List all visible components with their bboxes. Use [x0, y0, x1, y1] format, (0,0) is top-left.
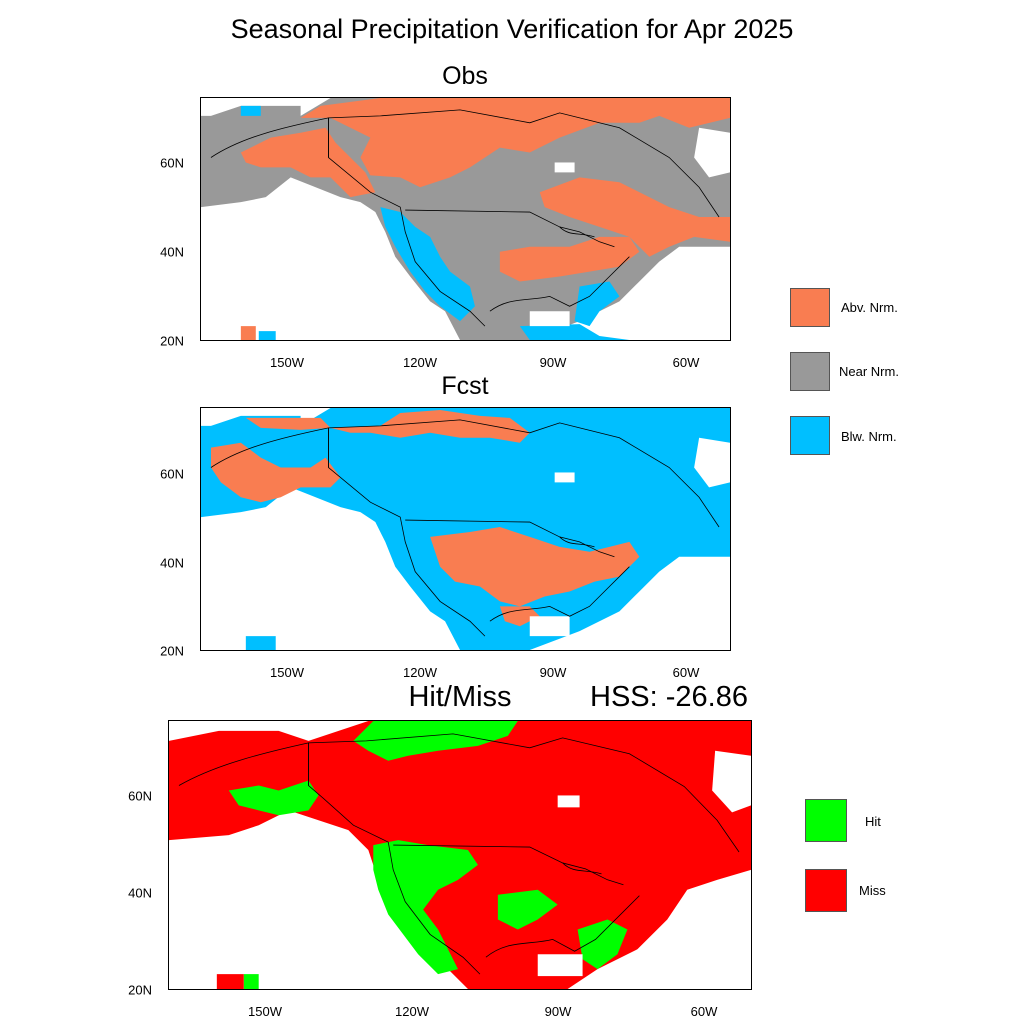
obs-lon-label-120w: 120W: [403, 355, 437, 370]
hit-region-hawaii: [243, 974, 259, 989]
hit-region-west: [373, 840, 478, 975]
hitmiss-coastlines: [178, 733, 740, 975]
fcst-lat-label-20n: 20N: [160, 643, 184, 659]
legend-below-normal-swatch: [790, 416, 830, 455]
hss-score: HSS: -26.86: [590, 681, 748, 713]
obs-below-normal-hawaii: [258, 331, 276, 340]
fcst-lat-label-60n: 60N: [160, 466, 184, 482]
fcst-above-normal-gulf: [499, 606, 540, 627]
obs-map: [200, 97, 731, 341]
hit-region-southeast: [577, 919, 628, 970]
obs-panel-title: Obs: [442, 62, 488, 90]
obs-below-normal-west: [380, 207, 475, 322]
legend-near-normal-label: Near Nrm.: [839, 364, 899, 379]
fcst-gulf-gap: [529, 616, 570, 637]
fcst-lat-label-40n: 40N: [160, 555, 184, 571]
hit-region-north: [353, 721, 518, 761]
obs-gulf-gap: [529, 311, 570, 327]
obs-lon-label-150w: 150W: [270, 355, 304, 370]
fcst-panel-title: Fcst: [441, 372, 489, 400]
obs-above-normal-alaska: [240, 127, 376, 198]
obs-lon-label-60w: 60W: [672, 355, 700, 370]
legend-above-normal-swatch: [790, 288, 830, 327]
main-title: Seasonal Precipitation Verification for …: [230, 14, 794, 44]
hitmiss-lon-label-120w: 120W: [395, 1004, 429, 1019]
hitmiss-lat-label-40n: 40N: [128, 885, 152, 901]
fcst-above-normal-center: [430, 527, 640, 607]
obs-lat-label-60n: 60N: [160, 155, 184, 171]
hitmiss-greenland-gap: [712, 750, 751, 813]
fcst-map-canvas: [201, 408, 730, 650]
hitmiss-lon-label-150w: 150W: [248, 1004, 282, 1019]
legend-below-normal-label: Blw. Nrm.: [841, 429, 897, 444]
hitmiss-lat-label-60n: 60N: [128, 788, 152, 804]
fcst-below-normal-region: [201, 408, 730, 650]
fcst-lon-label-90w: 90W: [539, 665, 567, 680]
hitmiss-lake-gap: [557, 795, 580, 808]
obs-below-normal-arctic: [240, 105, 261, 116]
obs-lat-label-20n: 20N: [160, 333, 184, 349]
obs-below-normal-southeast: [574, 281, 620, 327]
fcst-hawaii-below: [245, 636, 276, 650]
fcst-greenland-gap: [694, 437, 730, 488]
obs-lake-gap: [554, 162, 575, 173]
hitmiss-panel-title: Hit/Miss: [408, 681, 512, 713]
fcst-lon-label-150w: 150W: [270, 665, 304, 680]
hitmiss-lat-label-20n: 20N: [128, 982, 152, 998]
miss-region-hawaii: [216, 974, 244, 989]
legend-miss-label: Miss: [859, 883, 886, 898]
fcst-above-normal-north: [245, 409, 530, 443]
legend-miss-swatch: [805, 869, 847, 912]
hitmiss-map: [168, 720, 752, 990]
legend-hit-swatch: [805, 799, 847, 842]
obs-map-canvas: [201, 98, 730, 340]
fcst-lon-label-120w: 120W: [403, 665, 437, 680]
hitmiss-gulf-gap: [537, 954, 583, 977]
hit-region-alaska: [228, 780, 319, 816]
hit-region-central: [497, 889, 558, 930]
obs-coastlines: [210, 109, 720, 327]
legend-hit-label: Hit: [865, 814, 881, 829]
obs-below-normal-gulf: [519, 324, 630, 340]
obs-lat-label-40n: 40N: [160, 244, 184, 260]
fcst-map: [200, 407, 731, 651]
fcst-coastlines: [210, 419, 720, 637]
obs-above-normal-north: [300, 98, 730, 188]
hitmiss-lon-label-60w: 60W: [690, 1004, 718, 1019]
obs-above-normal-hawaii: [240, 326, 256, 340]
hitmiss-lon-label-90w: 90W: [544, 1004, 572, 1019]
legend-above-normal-label: Abv. Nrm.: [841, 300, 898, 315]
hitmiss-map-canvas: [169, 721, 751, 989]
fcst-lake-gap: [554, 472, 575, 483]
obs-lon-label-90w: 90W: [539, 355, 567, 370]
fcst-lon-label-60w: 60W: [672, 665, 700, 680]
obs-above-normal-east: [539, 177, 730, 257]
obs-greenland-gap: [694, 127, 730, 178]
legend-near-normal-swatch: [790, 352, 830, 391]
obs-above-normal-center: [499, 236, 640, 282]
